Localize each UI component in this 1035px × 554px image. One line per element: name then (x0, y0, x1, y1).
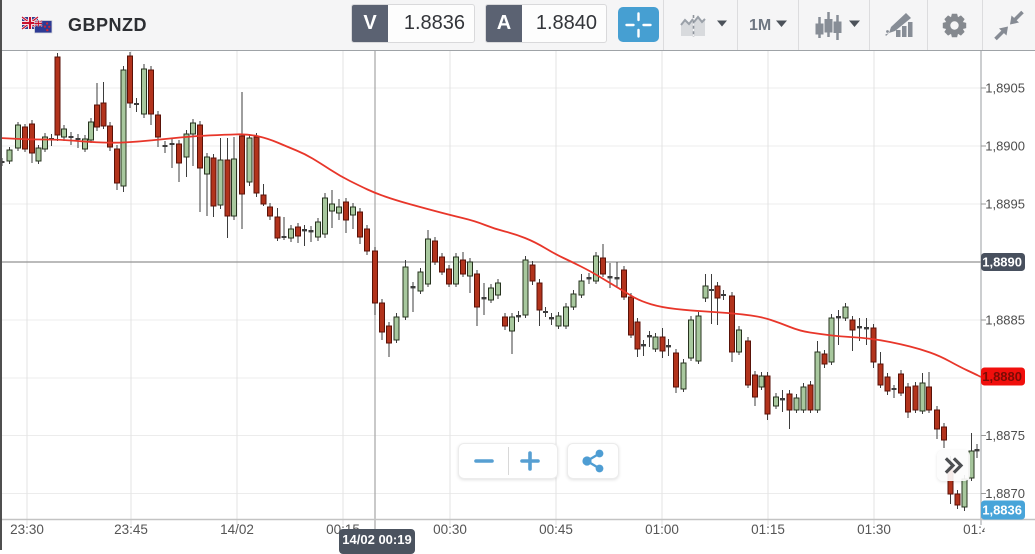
svg-text:1,8885: 1,8885 (985, 313, 1025, 328)
svg-text:23:30: 23:30 (10, 522, 44, 537)
svg-text:1,8836: 1,8836 (982, 503, 1022, 518)
svg-text:1,8880: 1,8880 (982, 369, 1022, 384)
svg-text:00:45: 00:45 (539, 522, 573, 537)
svg-text:1,8875: 1,8875 (985, 428, 1025, 443)
svg-text:1,8900: 1,8900 (985, 139, 1025, 154)
svg-text:01:30: 01:30 (857, 522, 891, 537)
svg-text:1,8895: 1,8895 (985, 197, 1025, 212)
svg-text:14/02: 14/02 (220, 522, 254, 537)
svg-text:01:45: 01:45 (963, 522, 997, 537)
svg-text:1,8905: 1,8905 (985, 81, 1025, 96)
svg-text:01:15: 01:15 (751, 522, 785, 537)
svg-text:1,8870: 1,8870 (985, 486, 1025, 501)
svg-text:23:45: 23:45 (114, 522, 148, 537)
svg-text:00:30: 00:30 (433, 522, 467, 537)
svg-text:1M: 1M (749, 17, 771, 34)
svg-text:1,8890: 1,8890 (982, 255, 1022, 270)
svg-text:01:00: 01:00 (645, 522, 679, 537)
